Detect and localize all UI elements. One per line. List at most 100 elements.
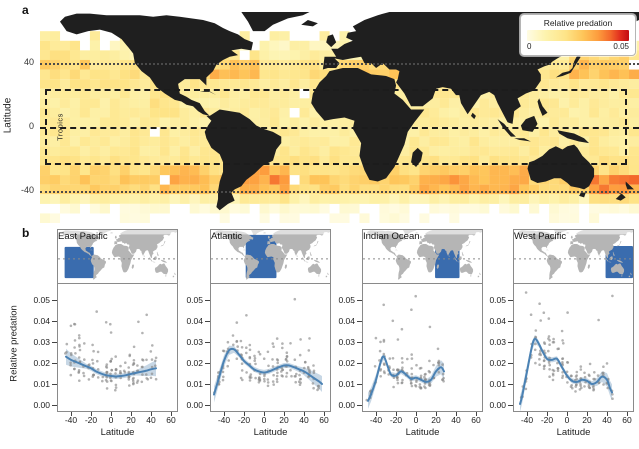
x-tick-mark bbox=[607, 412, 608, 416]
y-tick-mark bbox=[205, 321, 210, 322]
scatter-atlantic bbox=[211, 284, 330, 411]
y-tick-label: 0.01 bbox=[186, 379, 203, 389]
latitude-40s-line bbox=[40, 191, 639, 193]
x-tick-mark bbox=[547, 412, 548, 416]
y-tick-label: 0.02 bbox=[33, 358, 50, 368]
x-tick-mark bbox=[244, 412, 245, 416]
y-tick-label: 0.05 bbox=[186, 295, 203, 305]
y-tick-mark bbox=[205, 363, 210, 364]
y-tick-mark bbox=[508, 384, 513, 385]
scatter-west-pacific bbox=[514, 284, 633, 412]
subplot-west-pacific: West Pacific bbox=[513, 229, 634, 412]
y-tick-mark bbox=[357, 300, 362, 301]
y-tick-label: 0.01 bbox=[338, 379, 355, 389]
y-tick-label: 0.05 bbox=[489, 295, 506, 305]
y-tick-mark bbox=[357, 363, 362, 364]
scatter-plot bbox=[213, 297, 323, 403]
minimap-world-icon bbox=[58, 230, 177, 280]
scatter-plot bbox=[519, 291, 614, 412]
legend-gradient-bar bbox=[527, 30, 629, 41]
panel-a-label: a bbox=[22, 3, 29, 17]
y-tick-mark bbox=[52, 363, 57, 364]
y-tick-mark bbox=[205, 300, 210, 301]
x-tick-mark bbox=[304, 412, 305, 416]
x-tick-label: 60 bbox=[319, 415, 329, 425]
y-tick-label: 0.00 bbox=[33, 400, 50, 410]
x-tick-label: 60 bbox=[622, 415, 632, 425]
x-tick-label: 0 bbox=[413, 415, 419, 425]
scatter-plot bbox=[64, 310, 158, 392]
map-y-tick-minus40: -40 bbox=[20, 185, 34, 195]
x-tick-mark bbox=[627, 412, 628, 416]
y-tick-mark bbox=[357, 321, 362, 322]
x-tick-mark bbox=[224, 412, 225, 416]
x-tick-label: 60 bbox=[166, 415, 176, 425]
x-tick-mark bbox=[284, 412, 285, 416]
x-tick-mark bbox=[151, 412, 152, 416]
x-tick-mark bbox=[456, 412, 457, 416]
y-tick-mark bbox=[508, 405, 513, 406]
subplot-east-pacific: East Pacific bbox=[57, 229, 178, 412]
y-tick-label: 0.00 bbox=[489, 400, 506, 410]
minimap-atlantic bbox=[211, 230, 330, 284]
minimap-world-icon bbox=[211, 230, 330, 280]
x-tick-label: -20 bbox=[84, 415, 98, 425]
tropics-band-box: Tropics bbox=[45, 89, 627, 165]
minimap-world-icon bbox=[363, 230, 482, 280]
x-tick-label: 20 bbox=[431, 415, 441, 425]
minimap-indian-ocean bbox=[363, 230, 482, 284]
y-tick-label: 0.01 bbox=[33, 379, 50, 389]
subplot-title-west-pacific: West Pacific bbox=[514, 231, 567, 242]
legend-max-label: 0.05 bbox=[613, 42, 629, 51]
x-axis-caption-indian-ocean: Latitude bbox=[405, 427, 440, 438]
y-tick-label: 0.04 bbox=[186, 316, 203, 326]
panel-b-label: b bbox=[22, 226, 30, 240]
x-tick-mark bbox=[587, 412, 588, 416]
x-axis-caption-atlantic: Latitude bbox=[253, 427, 288, 438]
y-tick-label: 0.02 bbox=[489, 358, 506, 368]
x-tick-label: -20 bbox=[237, 415, 251, 425]
y-tick-label: 0.00 bbox=[186, 400, 203, 410]
x-tick-label: 0 bbox=[564, 415, 570, 425]
y-tick-label: 0.05 bbox=[338, 295, 355, 305]
x-tick-label: 20 bbox=[126, 415, 136, 425]
map-y-tick-40: 40 bbox=[23, 57, 34, 67]
x-axis-caption-east-pacific: Latitude bbox=[100, 427, 135, 438]
y-tick-label: 0.03 bbox=[186, 337, 203, 347]
x-tick-mark bbox=[476, 412, 477, 416]
y-tick-mark bbox=[357, 405, 362, 406]
y-tick-mark bbox=[205, 384, 210, 385]
y-tick-label: 0.03 bbox=[33, 337, 50, 347]
y-tick-label: 0.05 bbox=[33, 295, 50, 305]
x-tick-mark bbox=[324, 412, 325, 416]
x-tick-label: -40 bbox=[64, 415, 78, 425]
world-heatmap: Tropics Relative predation 0 0.05 bbox=[40, 12, 639, 223]
equator-line bbox=[40, 127, 639, 129]
y-tick-mark bbox=[205, 342, 210, 343]
y-tick-mark bbox=[52, 405, 57, 406]
y-tick-mark bbox=[508, 363, 513, 364]
scatter-plot bbox=[365, 294, 445, 409]
x-tick-label: 40 bbox=[146, 415, 156, 425]
x-tick-mark bbox=[416, 412, 417, 416]
subplot-title-indian-ocean: Indian Ocean bbox=[363, 231, 420, 242]
y-tick-label: 0.01 bbox=[489, 379, 506, 389]
x-tick-mark bbox=[376, 412, 377, 416]
minimap-world-icon bbox=[514, 230, 633, 280]
map-legend: Relative predation 0 0.05 bbox=[520, 14, 636, 56]
x-tick-mark bbox=[131, 412, 132, 416]
y-tick-mark bbox=[357, 384, 362, 385]
y-tick-mark bbox=[205, 405, 210, 406]
x-tick-label: 40 bbox=[451, 415, 461, 425]
y-tick-mark bbox=[52, 321, 57, 322]
y-tick-mark bbox=[508, 342, 513, 343]
x-tick-label: 40 bbox=[602, 415, 612, 425]
x-tick-label: -20 bbox=[389, 415, 403, 425]
y-tick-label: 0.00 bbox=[338, 400, 355, 410]
y-tick-mark bbox=[52, 300, 57, 301]
x-tick-mark bbox=[171, 412, 172, 416]
x-tick-mark bbox=[264, 412, 265, 416]
y-tick-label: 0.03 bbox=[338, 337, 355, 347]
x-tick-mark bbox=[91, 412, 92, 416]
tropics-label: Tropics bbox=[55, 113, 65, 141]
